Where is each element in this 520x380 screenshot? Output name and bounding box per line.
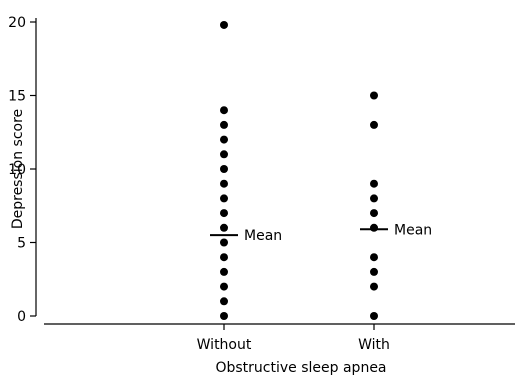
data-point — [370, 223, 378, 232]
data-point — [370, 91, 378, 100]
data-point — [220, 194, 228, 203]
x-tick-label: With — [358, 337, 390, 353]
y-axis-title: Depression score — [10, 109, 26, 229]
data-point — [370, 267, 378, 276]
data-point — [370, 209, 378, 218]
x-ticks: Without With — [197, 324, 390, 353]
data-point — [220, 165, 228, 173]
data-point — [220, 106, 228, 115]
y-tick-label: 0 — [17, 309, 26, 325]
data-point — [220, 282, 228, 291]
data-point — [370, 194, 378, 203]
y-tick-label: 10 — [8, 162, 26, 178]
data-point — [220, 209, 228, 218]
data-point — [220, 267, 228, 276]
data-point — [220, 223, 228, 232]
data-points — [220, 20, 378, 320]
data-point — [220, 179, 228, 188]
data-point — [370, 253, 378, 262]
y-ticks: 0 5 10 15 20 — [8, 15, 36, 325]
x-tick-label: Without — [197, 337, 252, 353]
data-point — [370, 179, 378, 188]
mean-label: Mean — [394, 222, 432, 238]
data-point — [220, 150, 228, 159]
mean-label: Mean — [244, 228, 282, 244]
data-point — [220, 135, 228, 144]
data-point — [220, 253, 228, 262]
mean-markers: Mean Mean — [210, 222, 432, 244]
data-point — [370, 120, 378, 129]
data-point — [220, 312, 228, 320]
axes — [35, 18, 515, 325]
y-tick-label: 5 — [17, 236, 26, 252]
y-tick-label: 15 — [8, 89, 26, 105]
data-point — [220, 120, 228, 129]
y-tick-label: 20 — [8, 15, 26, 31]
data-point — [220, 238, 228, 247]
data-point — [220, 297, 228, 306]
data-point — [370, 282, 378, 291]
data-point — [370, 312, 378, 320]
data-point — [220, 20, 228, 29]
x-axis-title: Obstructive sleep apnea — [215, 360, 386, 376]
